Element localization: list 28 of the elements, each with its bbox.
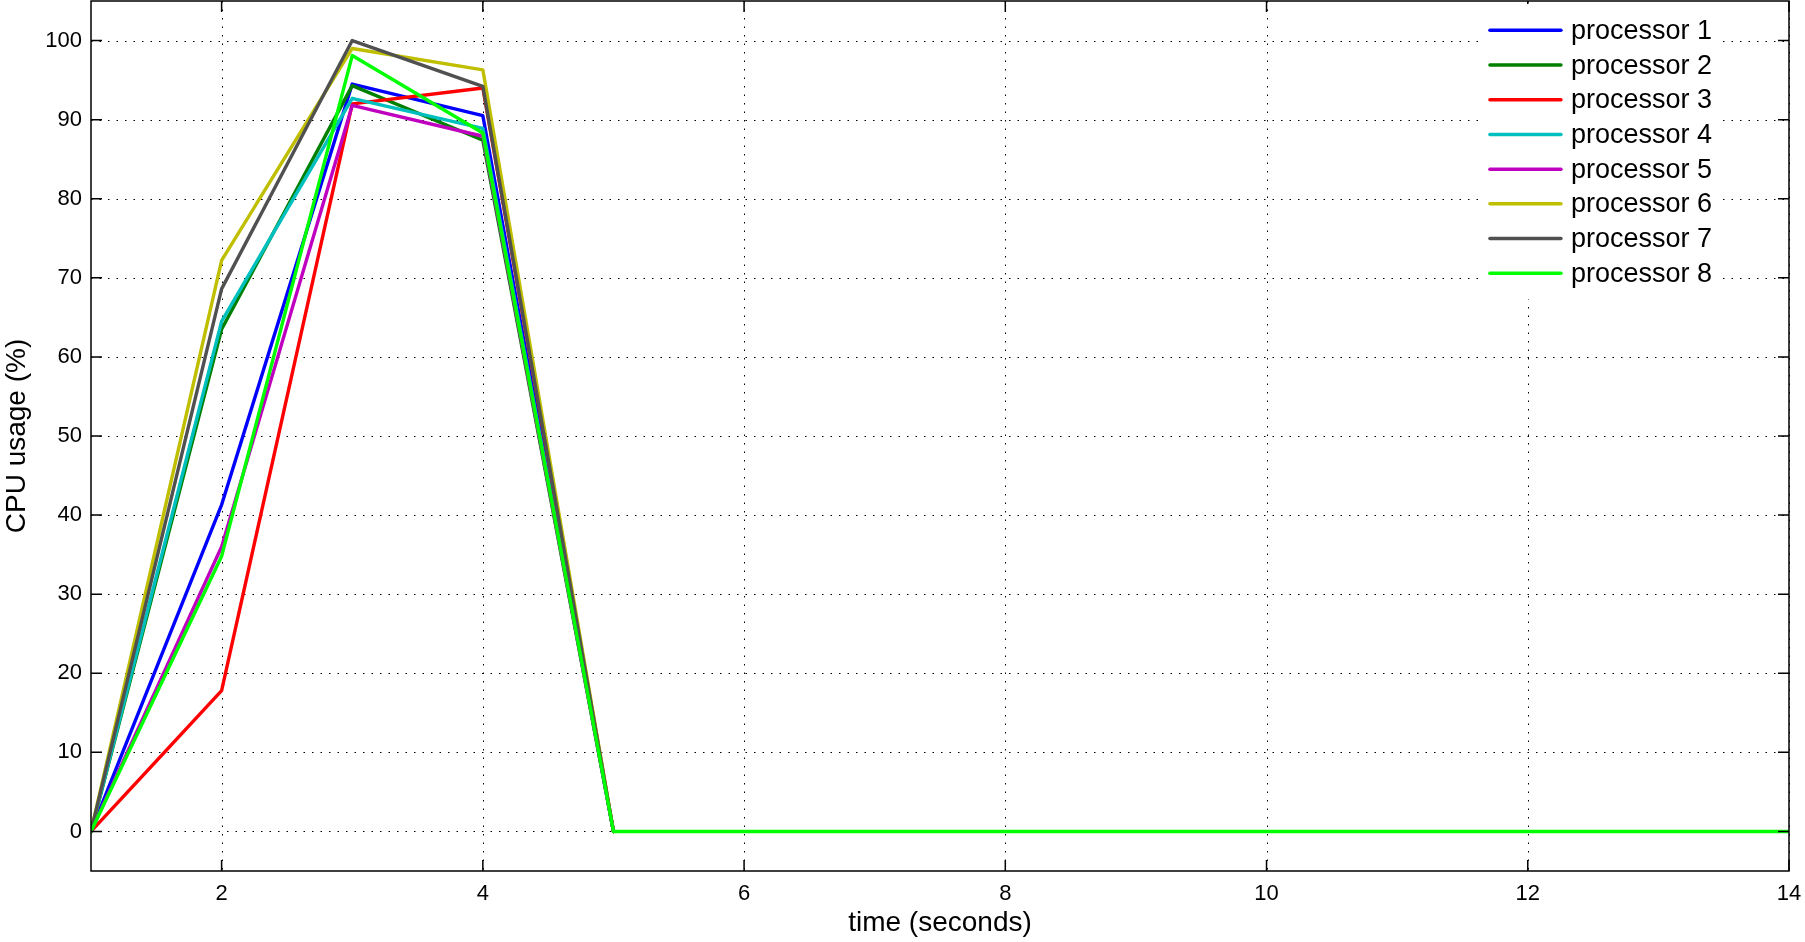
x-tick-label: 10	[1254, 880, 1279, 906]
x-axis-title: time (seconds)	[848, 905, 1032, 937]
y-tick-label: 10	[57, 738, 82, 764]
x-tick-label: 4	[476, 880, 489, 906]
y-tick-label: 70	[57, 263, 82, 289]
y-tick-label: 80	[57, 184, 82, 210]
y-axis-title: CPU usage (%)	[0, 338, 31, 534]
x-tick-label: 12	[1515, 880, 1541, 906]
legend-label: processor 1	[1570, 14, 1713, 45]
x-tick-label: 2	[215, 880, 228, 906]
legend-label: processor 5	[1570, 153, 1713, 184]
y-tick-label: 0	[69, 817, 82, 843]
legend-label: processor 4	[1570, 118, 1713, 149]
legend-label: processor 7	[1570, 223, 1713, 253]
legend-label: processor 8	[1570, 257, 1713, 288]
x-tick-label: 14	[1776, 880, 1802, 906]
y-tick-label: 40	[57, 501, 82, 527]
legend-label: processor 3	[1570, 84, 1713, 115]
y-tick-label: 100	[45, 26, 82, 52]
legend-label: processor 2	[1570, 49, 1713, 80]
x-tick-label: 8	[999, 880, 1012, 906]
y-tick-label: 30	[57, 580, 82, 606]
x-tick-label: 6	[737, 880, 751, 906]
legend-label: processor 6	[1570, 188, 1713, 219]
y-tick-label: 50	[57, 422, 82, 448]
y-tick-label: 90	[57, 105, 82, 131]
y-tick-label: 20	[57, 659, 82, 685]
y-tick-label: 60	[57, 342, 82, 368]
